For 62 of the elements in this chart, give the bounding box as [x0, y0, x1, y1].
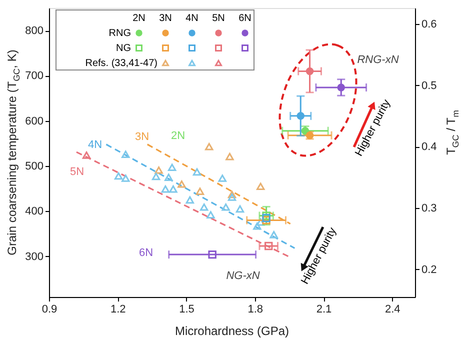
annotation: 6N [238, 13, 252, 24]
point [228, 190, 236, 198]
annotation: 5N [70, 166, 84, 178]
legend-label: Refs. (33,41-47) [85, 58, 158, 69]
point [186, 196, 194, 204]
y2-tick-label: 0.6 [422, 18, 437, 30]
annotation: 5N [212, 13, 225, 24]
point [168, 164, 176, 172]
point [206, 211, 215, 218]
legend-label: RNG [108, 28, 132, 39]
annotation: NG-xN [226, 270, 260, 282]
point [154, 166, 163, 174]
point [205, 142, 214, 150]
y-tick-label: 300 [25, 250, 44, 263]
annotation: 2N [132, 13, 146, 24]
y-tick-label: 700 [25, 70, 44, 82]
annotation: 2N [170, 130, 186, 142]
y-tick-label: 400 [25, 206, 44, 218]
point [169, 185, 178, 193]
point [164, 174, 173, 181]
point [222, 203, 230, 211]
x-tick-label: 0.9 [42, 304, 58, 316]
point [256, 218, 265, 226]
point [270, 231, 278, 238]
y2-tick-label: 0.4 [422, 141, 437, 154]
point [114, 172, 123, 180]
annotation: 6N [138, 247, 154, 259]
annotation: 3N [134, 131, 150, 143]
point [196, 188, 204, 195]
point [122, 150, 130, 158]
point [236, 205, 244, 213]
annotation: RNG-xN [357, 54, 399, 66]
y2-tick-label: 0.2 [422, 264, 437, 276]
legend-label: NG [116, 43, 132, 54]
x-tick-label: 2.1 [316, 304, 332, 316]
point [192, 168, 202, 176]
point [82, 152, 91, 159]
x-tick-label: 1.8 [248, 304, 264, 316]
point [218, 174, 226, 182]
point [226, 152, 234, 160]
point [256, 182, 265, 190]
x-axis-title: Microhardness (GPa) [174, 324, 290, 338]
point [178, 180, 186, 188]
point [122, 174, 130, 182]
y-tick-label: 800 [25, 25, 44, 38]
y2-tick-label: 0.5 [422, 80, 437, 92]
y-tick-label: 500 [25, 160, 44, 173]
point [253, 222, 262, 230]
point [228, 194, 236, 201]
annotation: 3N [159, 13, 172, 24]
y-axis-title: Grain coarsening temperature (TGC, K) [5, 50, 22, 256]
y2-tick-label: 0.3 [422, 202, 437, 215]
annotation: 4N [186, 13, 198, 24]
annotation: 4N [88, 139, 102, 151]
point [152, 172, 160, 180]
point [200, 203, 208, 211]
x-tick-label: 2.4 [384, 304, 400, 316]
x-tick-label: 1.5 [179, 304, 194, 316]
y-tick-label: 600 [25, 115, 44, 128]
x-tick-label: 1.2 [110, 304, 126, 316]
y2-axis-title: TGC / Tm [444, 110, 460, 155]
point [161, 185, 170, 193]
